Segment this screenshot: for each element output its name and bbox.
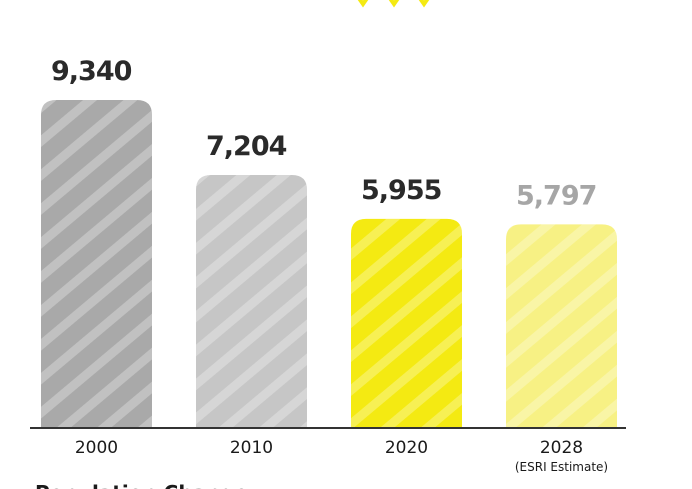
category-labels-group: 2000 2010 2020 2028 (ESRI Estimate) (75, 438, 608, 474)
category-label-2000: 2000 (75, 438, 118, 458)
value-label-2020: 5,955 (361, 175, 441, 206)
category-label-2010: 2010 (230, 438, 273, 458)
bar-stripes-2000 (41, 100, 152, 428)
value-label-2010: 7,204 (206, 131, 287, 162)
chevron-icon (357, 0, 369, 8)
bar-stripes-2028 (506, 224, 617, 428)
value-label-2028: 5,797 (516, 180, 596, 211)
footer-title: Population Change (35, 481, 248, 489)
chevron-icon (418, 0, 430, 8)
category-label-2028: 2028 (540, 438, 583, 458)
category-sublabel-2028: (ESRI Estimate) (515, 460, 608, 474)
category-label-2020: 2020 (385, 438, 428, 458)
top-chevron-decoration (357, 0, 430, 8)
chevron-icon (388, 0, 400, 8)
bar-stripes-2010 (196, 175, 307, 428)
value-label-2000: 9,340 (51, 56, 132, 87)
bars-group (41, 100, 617, 428)
bar-stripes-2020 (351, 218, 462, 428)
value-labels-group: 9,340 7,204 5,955 5,797 (51, 56, 597, 211)
